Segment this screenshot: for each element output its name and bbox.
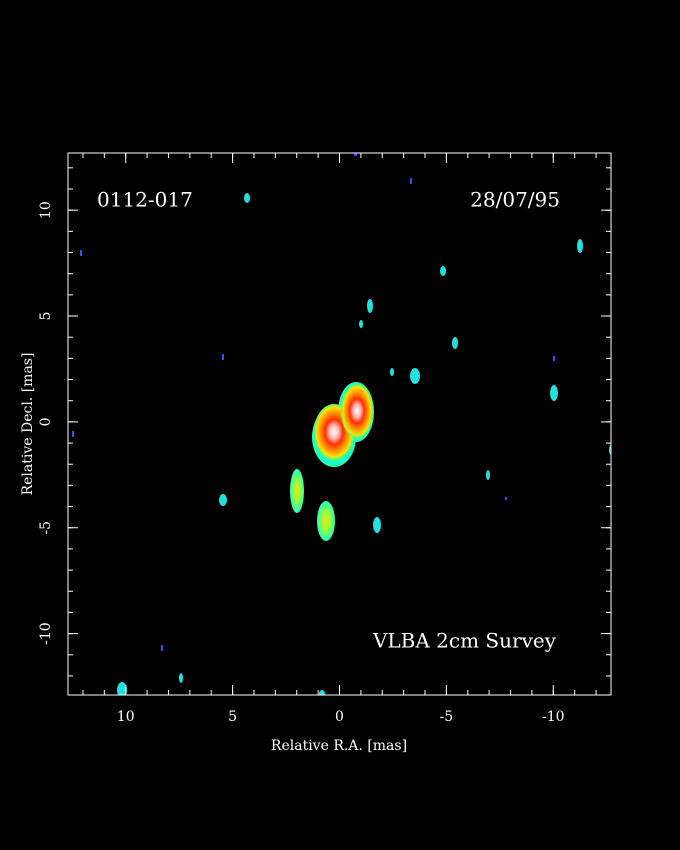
y-axis-label: Relative Decl. [mas] <box>20 353 36 496</box>
x-tick-label: -5 <box>440 709 454 725</box>
x-tick-label: 5 <box>228 709 237 725</box>
survey-label: VLBA 2cm Survey <box>372 629 557 653</box>
x-tick-label: 0 <box>335 709 344 725</box>
x-axis-label: Relative R.A. [mas] <box>271 738 407 754</box>
epoch: 28/07/95 <box>470 188 560 212</box>
y-tick-label: -10 <box>38 622 54 645</box>
image <box>72 153 611 695</box>
x-tick-label: -10 <box>542 709 565 725</box>
y-tick-label: -5 <box>38 521 54 535</box>
source-name: 0112-017 <box>97 188 193 212</box>
y-tick-label: 5 <box>38 312 54 321</box>
y-tick-label: 10 <box>38 201 54 219</box>
y-tick-label: 0 <box>38 417 54 426</box>
x-tick-label: 10 <box>117 709 135 725</box>
